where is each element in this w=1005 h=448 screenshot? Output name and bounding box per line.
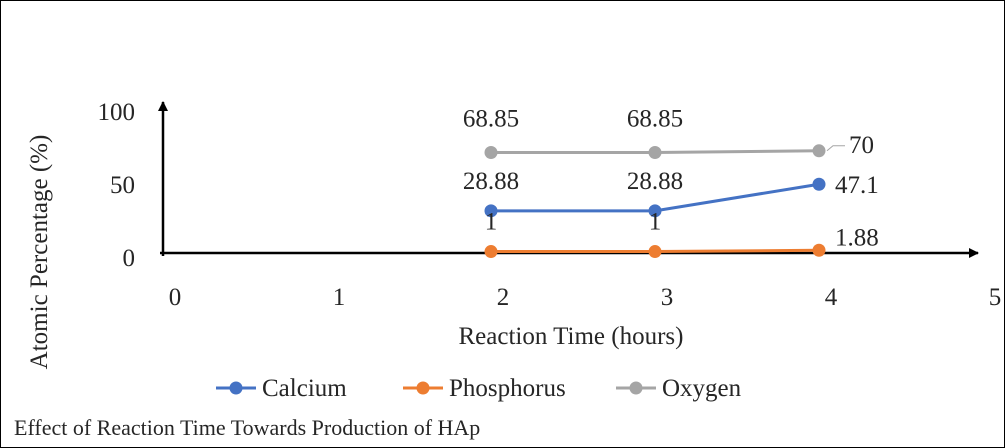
series-calcium: 28.88 28.88 47.1 <box>463 168 879 218</box>
legend-label: Oxygen <box>662 375 742 402</box>
series-oxygen: 68.85 68.85 70 <box>463 105 874 159</box>
legend-item-calcium: Calcium <box>216 375 347 402</box>
legend-item-phosphorus: Phosphorus <box>403 375 566 402</box>
data-point <box>484 145 498 159</box>
y-tick-label: 100 <box>98 99 136 126</box>
x-tick-label: 3 <box>661 284 674 311</box>
data-point <box>812 243 826 257</box>
y-tick-label: 0 <box>123 245 136 272</box>
data-point <box>484 245 498 259</box>
x-tick-label: 5 <box>989 284 1002 311</box>
data-point <box>484 204 498 218</box>
legend-label: Calcium <box>262 375 347 402</box>
y-tick-labels: 0 50 100 <box>98 99 136 272</box>
data-point <box>812 177 826 191</box>
data-point <box>812 144 826 158</box>
legend-marker <box>629 381 643 395</box>
y-axis-title: Atomic Percentage (%) <box>26 135 53 370</box>
legend-marker <box>416 381 430 395</box>
x-tick-label: 0 <box>169 284 182 311</box>
legend-marker <box>229 381 243 395</box>
chart-caption: Effect of Reaction Time Towards Producti… <box>14 415 481 440</box>
data-label: 1.88 <box>835 224 879 251</box>
series-phosphorus: 1 11.88 <box>484 209 879 259</box>
legend: Calcium Phosphorus Oxygen <box>216 375 742 402</box>
x-tick-labels: 0 1 2 3 4 5 <box>169 284 1002 311</box>
x-tick-label: 4 <box>825 284 838 311</box>
x-tick-label: 2 <box>497 284 510 311</box>
data-point <box>648 204 662 218</box>
data-label: 1 <box>649 209 662 236</box>
data-label: 68.85 <box>627 105 683 132</box>
data-label: 28.88 <box>463 168 519 195</box>
data-label: 47.1 <box>835 172 879 199</box>
data-point <box>648 245 662 259</box>
legend-item-oxygen: Oxygen <box>616 375 742 402</box>
y-tick-label: 50 <box>110 172 135 199</box>
data-label: 1 <box>485 209 498 236</box>
legend-label: Phosphorus <box>449 375 566 402</box>
data-label: 28.88 <box>627 168 683 195</box>
x-axis-title: Reaction Time (hours) <box>459 323 684 350</box>
data-point <box>648 145 662 159</box>
data-label: 68.85 <box>463 105 519 132</box>
label-leader-line <box>826 145 845 152</box>
x-tick-label: 1 <box>333 284 346 311</box>
data-label: 70 <box>849 132 874 159</box>
